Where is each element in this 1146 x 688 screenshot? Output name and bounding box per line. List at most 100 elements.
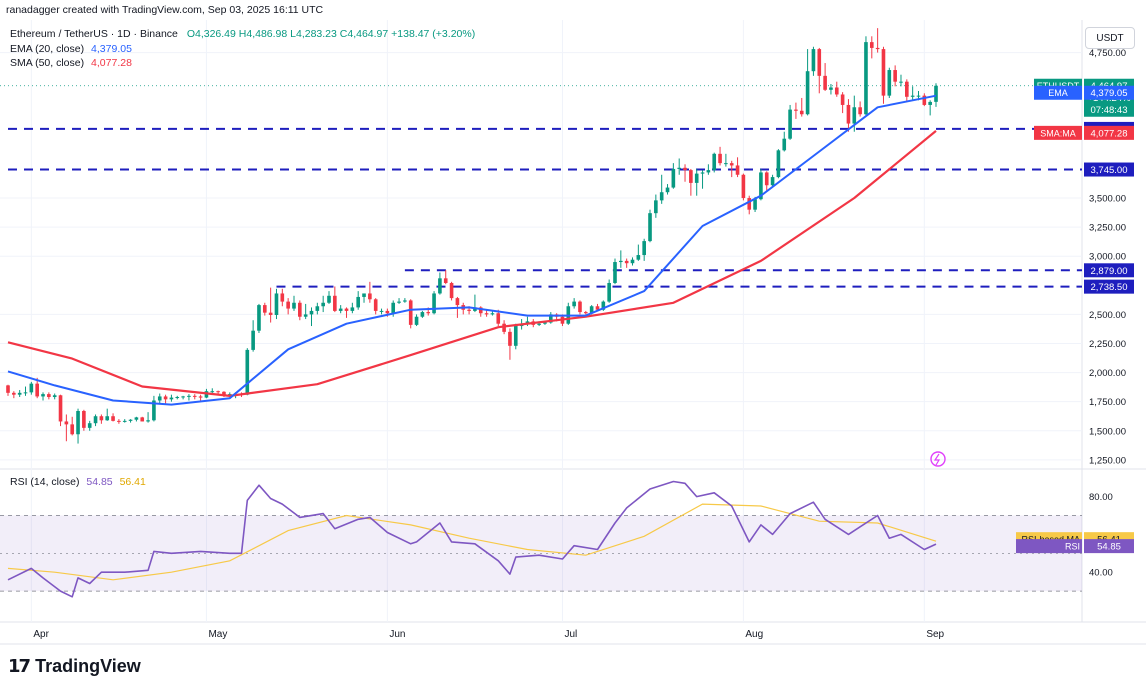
candle-body [729, 163, 734, 166]
tradingview-wordmark: TradingView [35, 656, 141, 676]
x-tick-label: Aug [745, 629, 763, 640]
candle-body [543, 322, 547, 324]
candle-body [467, 309, 471, 311]
rsi-legend[interactable]: RSI (14, close) 54.85 56.41 [10, 476, 146, 488]
candle-body [893, 70, 897, 82]
y-tick-label: 3,250.00 [1089, 223, 1126, 234]
rsi-band [0, 515, 1082, 592]
y-tick-label: 1,500.00 [1089, 426, 1126, 437]
candle-body [712, 153, 717, 171]
candle-body [140, 417, 145, 422]
candle-body [338, 308, 343, 311]
candle-body [245, 349, 250, 395]
y-tick-label: 3,500.00 [1089, 194, 1126, 205]
sma-line [7, 130, 937, 397]
ohlc-values: O4,326.49 H4,486.98 L4,283.23 C4,464.97 … [186, 28, 476, 40]
candle-body [152, 400, 156, 421]
candle-body [443, 278, 448, 283]
candle-body [298, 302, 302, 317]
candle-body [327, 295, 331, 303]
candle-body [414, 316, 419, 325]
candle-body [87, 423, 92, 428]
candle-body [187, 395, 191, 397]
candle-body [607, 282, 611, 302]
symbol-legend[interactable]: Ethereum / TetherUS · 1D · Binance O4,32… [10, 28, 475, 40]
candle-body [794, 109, 798, 111]
candle-body [449, 282, 454, 299]
ema-value-label: 4,379.05 [1091, 88, 1128, 99]
y-tick-label: 2,250.00 [1089, 339, 1126, 350]
candle-body [525, 321, 530, 324]
candle-body [624, 260, 629, 264]
event-flash-glyph [933, 453, 941, 466]
currency-button[interactable]: USDT [1085, 27, 1135, 49]
rsi-name-label: RSI [1065, 542, 1080, 552]
y-tick-label: 1,750.00 [1089, 397, 1126, 408]
ema-legend[interactable]: EMA (20, close) 4,379.05 [10, 43, 132, 55]
sma-value-tag [1084, 125, 1134, 140]
candle-body [117, 420, 121, 422]
candle-body [257, 305, 261, 331]
candle-body [741, 174, 746, 199]
rsi-tick-label: 80.00 [1089, 492, 1113, 503]
credit-line: ranadagger created with TradingView.com,… [6, 4, 324, 16]
candle-body [373, 299, 378, 311]
candle-body [823, 75, 827, 90]
level-tag-label: 2,738.50 [1091, 282, 1128, 293]
candle-body [397, 301, 401, 303]
candle-body [753, 199, 757, 210]
candle-body [905, 81, 909, 97]
candle-body [303, 314, 308, 317]
candle-body [829, 87, 833, 90]
symbol-name: Ethereum / TetherUS · 1D · Binance [10, 28, 178, 40]
candle-body [368, 293, 372, 300]
candle-body [595, 306, 600, 310]
candle-body [99, 416, 104, 421]
y-tick-label: 1,250.00 [1089, 455, 1126, 466]
candle-body [58, 395, 63, 422]
ema-legend-label: EMA (20, close) [10, 43, 85, 55]
candle-body [134, 417, 139, 420]
x-tick-label: Sep [926, 629, 944, 640]
candle-body [309, 310, 314, 315]
candle-body [648, 213, 652, 242]
x-tick-label: Jun [389, 629, 405, 640]
candle-body [93, 416, 98, 424]
sma-name-label: SMA:MA [1040, 128, 1076, 138]
x-tick-label: Apr [33, 629, 49, 640]
price-tags: 4,094.003,745.002,879.002,738.50ETHUSDT4… [930, 78, 1134, 554]
candle-body [770, 177, 775, 186]
sma-legend[interactable]: SMA (50, close) 4,077.28 [10, 57, 132, 69]
candle-body [834, 87, 839, 95]
candle-body [52, 395, 57, 398]
candle-body [455, 298, 460, 306]
candle-body [875, 47, 880, 50]
rsi-pane [7, 480, 937, 598]
candle-body [776, 150, 781, 178]
candle-body [163, 396, 168, 400]
candle-body [362, 293, 366, 297]
candle-body [198, 396, 203, 398]
candle-body [799, 110, 804, 115]
candle-body [105, 416, 110, 421]
candle-body [735, 165, 740, 175]
candle-body [210, 391, 215, 393]
candle-body [438, 278, 442, 294]
y-tick-label: 2,500.00 [1089, 310, 1126, 321]
ema-value-tag [1084, 85, 1134, 100]
candle-body [922, 95, 927, 105]
candle-body [432, 293, 436, 314]
rsi-value-tag [1084, 539, 1134, 554]
candle-body [572, 301, 576, 307]
candle-body [315, 306, 320, 311]
level-tag [1084, 162, 1134, 177]
candle-body [840, 94, 845, 105]
candle-body [280, 293, 285, 302]
sma-value-label: 4,077.28 [1091, 128, 1128, 139]
candle-body [601, 301, 606, 310]
tradingview-logo[interactable]: 17 TradingView [8, 656, 141, 677]
candle-body [548, 314, 553, 323]
candle-body [426, 312, 431, 314]
level-tag [1084, 279, 1134, 294]
